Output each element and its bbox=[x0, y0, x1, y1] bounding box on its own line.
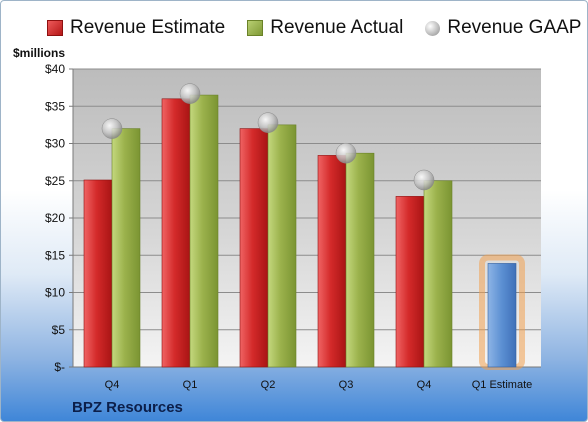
y-tick-label: $25 bbox=[45, 174, 65, 188]
legend-item-gaap: Revenue GAAP bbox=[425, 17, 581, 39]
bar-revenue-actual bbox=[111, 128, 141, 368]
y-tick-label: $- bbox=[54, 360, 65, 374]
bar-revenue-estimate bbox=[161, 98, 191, 368]
legend-label-actual: Revenue Actual bbox=[270, 17, 404, 38]
bar-revenue-actual bbox=[345, 152, 375, 368]
legend-swatch-gaap bbox=[425, 20, 441, 36]
y-tick-label: $5 bbox=[52, 323, 66, 337]
bar-revenue-forecast bbox=[487, 263, 517, 368]
y-tick-label: $35 bbox=[45, 99, 65, 113]
point-revenue-gaap bbox=[179, 83, 201, 104]
bar-revenue-actual bbox=[189, 94, 219, 368]
x-tick-label: Q3 bbox=[339, 379, 354, 391]
bar-revenue-estimate bbox=[83, 179, 113, 368]
y-tick-label: $10 bbox=[45, 286, 65, 300]
bar-revenue-estimate bbox=[239, 128, 269, 368]
bar-revenue-estimate bbox=[317, 155, 347, 368]
y-tick-label: $20 bbox=[45, 211, 65, 225]
legend-item-actual: Revenue Actual bbox=[247, 17, 403, 39]
legend-item-estimate: Revenue Estimate bbox=[47, 17, 225, 39]
legend-label-estimate: Revenue Estimate bbox=[70, 17, 226, 38]
y-tick-label: $30 bbox=[45, 137, 65, 151]
chart-legend: Revenue Estimate Revenue Actual Revenue … bbox=[47, 17, 581, 39]
x-tick-label: Q2 bbox=[261, 379, 276, 391]
point-revenue-gaap bbox=[257, 112, 279, 133]
x-tick-label: Q4 bbox=[105, 379, 120, 391]
company-name: BPZ Resources bbox=[72, 399, 183, 416]
legend-label-gaap: Revenue GAAP bbox=[447, 17, 582, 38]
y-axis-label: $millions bbox=[13, 46, 66, 60]
x-tick-label: Q4 bbox=[417, 379, 432, 391]
bar-revenue-actual bbox=[267, 124, 297, 368]
x-tick-label: Q1 bbox=[183, 379, 198, 391]
y-tick-label: $40 bbox=[45, 62, 65, 76]
legend-swatch-actual bbox=[247, 20, 264, 36]
bar-revenue-estimate bbox=[395, 196, 425, 368]
bar-revenue-actual bbox=[423, 180, 453, 368]
point-revenue-gaap bbox=[101, 118, 123, 139]
y-tick-label: $15 bbox=[45, 248, 65, 262]
point-revenue-gaap bbox=[335, 142, 357, 164]
point-revenue-gaap bbox=[413, 169, 435, 191]
legend-swatch-estimate bbox=[47, 20, 63, 36]
x-tick-label: Q1 Estimate bbox=[472, 379, 533, 391]
